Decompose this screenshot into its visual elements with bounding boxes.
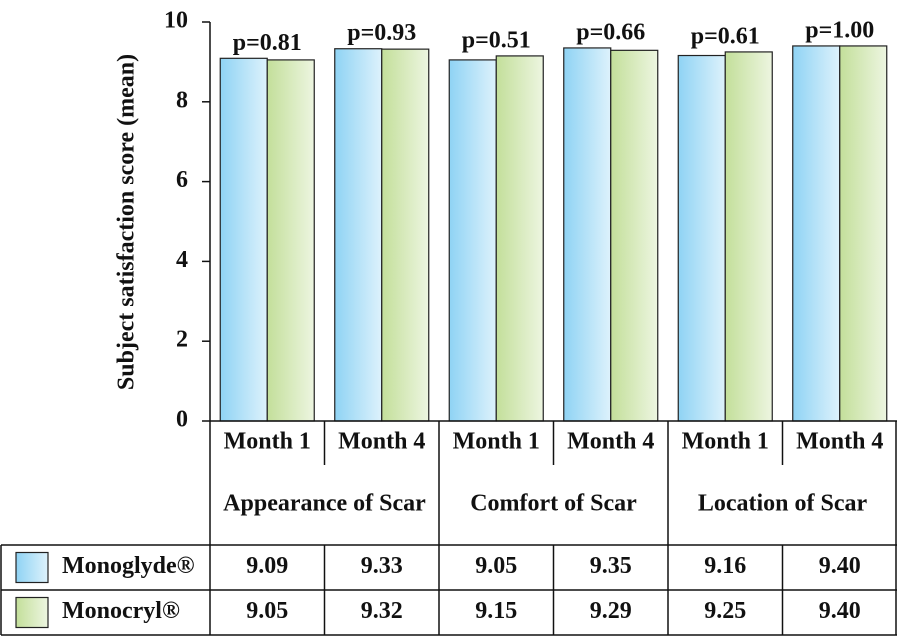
x-tick-label: Month 4: [567, 429, 654, 455]
y-tick-label: 6: [176, 167, 188, 193]
y-tick-label: 8: [176, 87, 188, 113]
y-tick-label: 4: [176, 247, 188, 273]
p-value: p=0.81: [233, 30, 302, 56]
bar: [724, 51, 773, 422]
table-value: 9.05: [246, 598, 288, 624]
legend-swatch: [15, 551, 49, 584]
bar: [334, 48, 383, 422]
table-value: 9.40: [819, 598, 861, 624]
table-value: 9.40: [819, 553, 861, 579]
x-tick-label: Month 1: [453, 429, 540, 455]
p-value: p=0.93: [347, 20, 416, 46]
bar: [495, 55, 544, 422]
y-tick-label: 2: [176, 327, 188, 353]
bar: [448, 59, 497, 422]
bar: [839, 45, 888, 422]
group-label: Appearance of Scar: [223, 491, 426, 517]
legend-swatch: [15, 596, 49, 629]
bar: [219, 57, 268, 422]
x-tick-label: Month 4: [796, 429, 883, 455]
legend-label: Monocryl®: [62, 598, 180, 624]
table-value: 9.15: [475, 598, 517, 624]
p-value: p=0.66: [576, 19, 645, 45]
p-value: p=0.51: [462, 27, 531, 53]
group-label: Comfort of Scar: [470, 491, 637, 517]
table-value: 9.29: [590, 598, 632, 624]
legend-label: Monoglyde®: [62, 553, 195, 579]
x-tick-label: Month 1: [682, 429, 769, 455]
table-value: 9.33: [361, 553, 403, 579]
bar: [610, 49, 659, 422]
x-tick-label: Month 4: [338, 429, 425, 455]
table-value: 9.09: [246, 553, 288, 579]
p-value: p=1.00: [805, 17, 874, 43]
table-value: 9.16: [704, 553, 746, 579]
y-tick-label: 10: [164, 8, 188, 34]
bar: [266, 59, 315, 422]
y-axis-label: Subject satisfaction score (mean): [114, 54, 140, 390]
table-value: 9.05: [475, 553, 517, 579]
p-value: p=0.61: [691, 23, 760, 49]
bar: [381, 48, 430, 422]
bar: [677, 54, 726, 422]
table-value: 9.25: [704, 598, 746, 624]
x-tick-label: Month 1: [224, 429, 311, 455]
bar: [792, 45, 841, 422]
bar: [563, 47, 612, 422]
table-value: 9.35: [590, 553, 632, 579]
y-tick-label: 0: [176, 407, 188, 433]
table-value: 9.32: [361, 598, 403, 624]
group-label: Location of Scar: [698, 491, 868, 517]
